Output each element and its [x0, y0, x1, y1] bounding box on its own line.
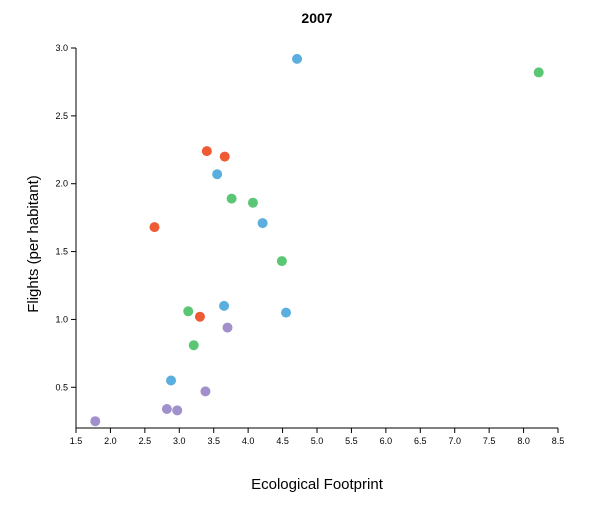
y-axis-ticks: 0.5 1.0 1.5 2.0 2.5 3.0	[55, 43, 76, 392]
x-tick-label: 3.5	[207, 436, 220, 446]
x-tick-label: 4.5	[276, 436, 289, 446]
x-tick-label: 7.0	[448, 436, 461, 446]
x-tick-label: 6.5	[414, 436, 427, 446]
data-point[interactable]	[201, 146, 212, 157]
data-point[interactable]	[172, 405, 183, 416]
x-tick-label: 2.5	[139, 436, 152, 446]
x-tick-label: 5.5	[345, 436, 358, 446]
data-point[interactable]	[226, 193, 237, 204]
data-point[interactable]	[188, 340, 199, 351]
plot-area: 1.5 2.0 2.5 3.0 3.5 4.0 4.5 5.0 5.5 6.0 6.5 7.0 7.5 8…	[55, 43, 564, 446]
data-point[interactable]	[281, 307, 292, 318]
data-point[interactable]	[533, 67, 544, 78]
x-tick-label: 1.5	[70, 436, 83, 446]
data-point[interactable]	[183, 306, 194, 317]
x-tick-label: 4.0	[242, 436, 255, 446]
y-tick-label: 2.0	[55, 179, 68, 189]
data-point[interactable]	[90, 416, 101, 427]
data-points	[90, 53, 544, 427]
x-tick-label: 7.5	[483, 436, 496, 446]
data-point[interactable]	[222, 322, 233, 333]
data-point[interactable]	[200, 386, 211, 397]
data-point[interactable]	[257, 218, 268, 229]
x-tick-label: 5.0	[311, 436, 324, 446]
data-point[interactable]	[161, 404, 172, 414]
y-axis-label: Flights (per habitant)	[25, 175, 42, 313]
y-tick-label: 0.5	[55, 382, 68, 392]
data-point[interactable]	[149, 222, 160, 233]
chart-title: 2007	[301, 10, 332, 26]
y-tick-label: 1.0	[55, 314, 68, 324]
data-point[interactable]	[276, 256, 287, 267]
x-tick-label: 3.0	[173, 436, 186, 446]
x-axis-label: Ecological Footprint	[251, 476, 384, 493]
data-point[interactable]	[219, 300, 230, 311]
x-tick-label: 2.0	[104, 436, 117, 446]
x-tick-label: 6.0	[380, 436, 393, 446]
data-point[interactable]	[166, 375, 177, 386]
y-tick-label: 1.5	[55, 247, 68, 257]
data-point[interactable]	[247, 197, 258, 208]
y-tick-label: 2.5	[55, 111, 68, 121]
data-point[interactable]	[219, 151, 230, 162]
x-axis-ticks: 1.5 2.0 2.5 3.0 3.5 4.0 4.5 5.0 5.5 6.0 6.5 7.0 7.5 8…	[70, 428, 565, 446]
x-tick-label: 8.5	[552, 436, 565, 446]
data-point[interactable]	[292, 53, 303, 64]
data-point[interactable]	[212, 169, 223, 180]
x-tick-label: 8.0	[517, 436, 530, 446]
y-tick-label: 3.0	[55, 43, 68, 53]
data-point[interactable]	[194, 311, 205, 322]
